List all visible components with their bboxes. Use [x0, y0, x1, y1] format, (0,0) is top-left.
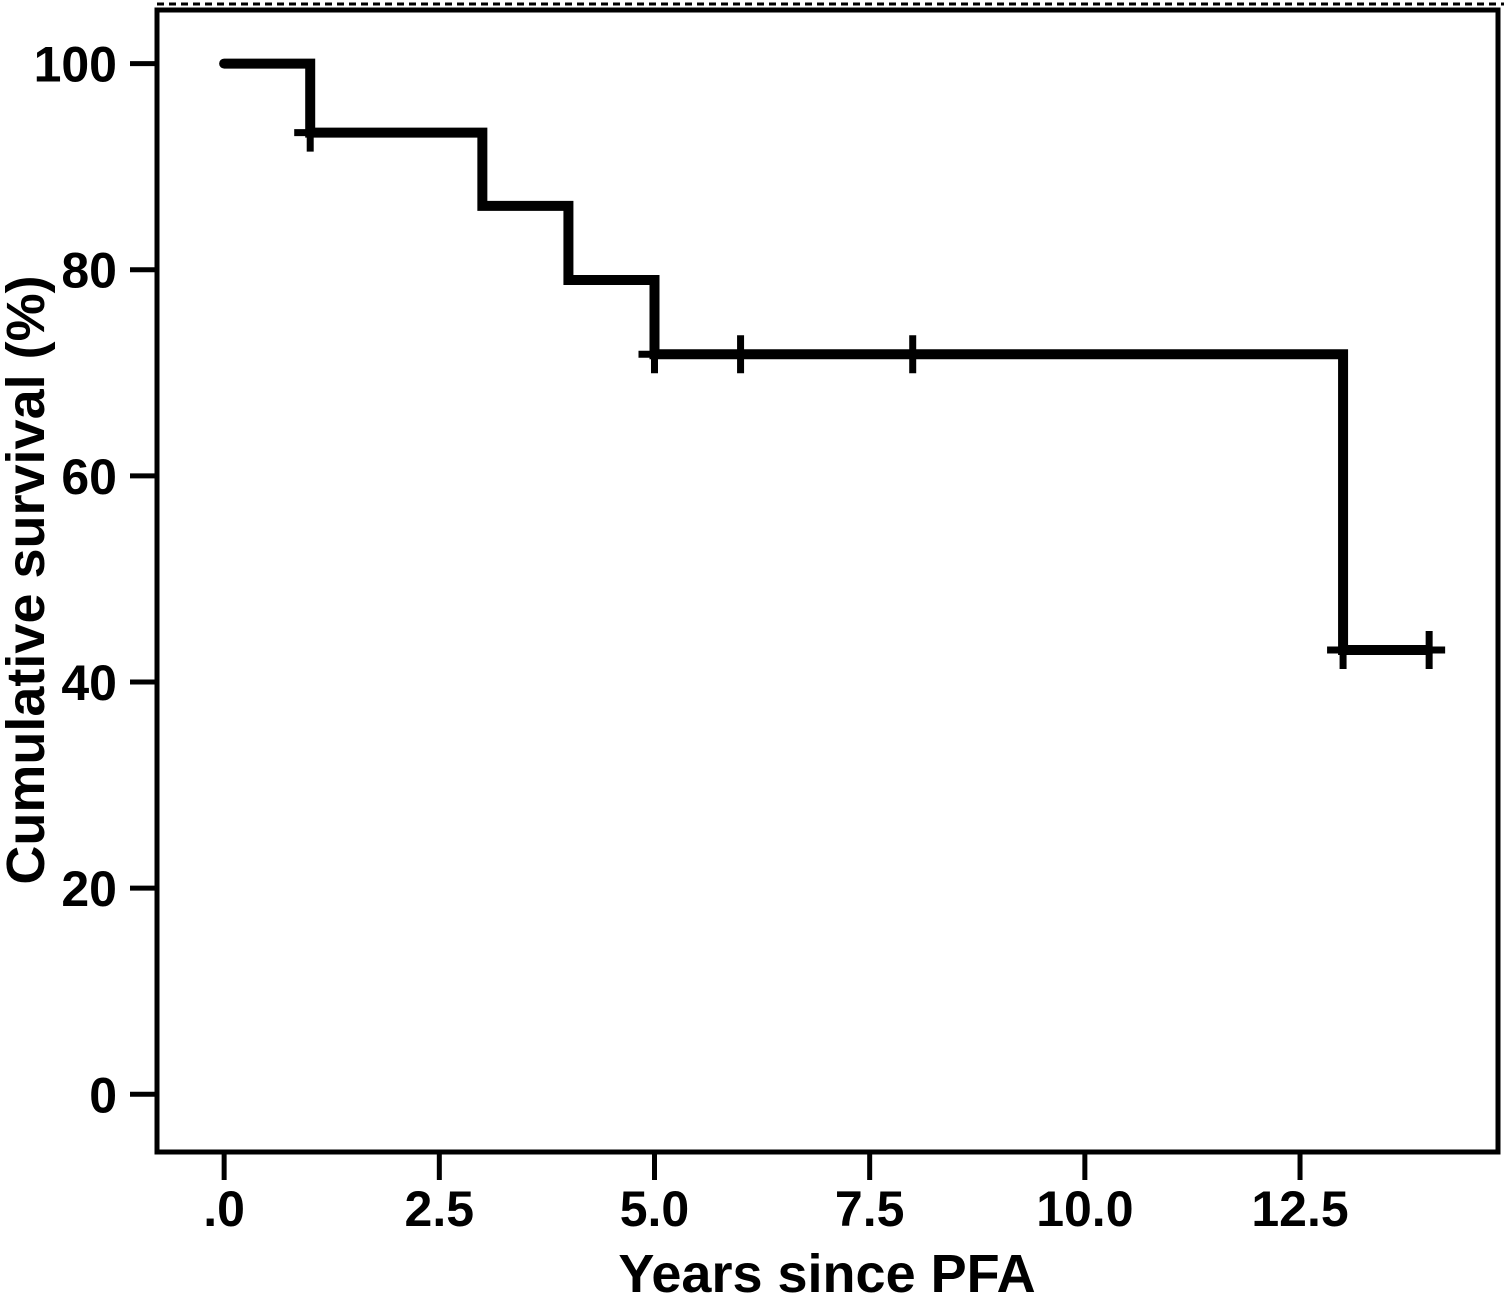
survival-step-path — [219, 58, 1435, 656]
x-tick-label: 7.5 — [835, 1181, 905, 1237]
x-tick-label: 2.5 — [405, 1181, 475, 1237]
censor-mark — [896, 335, 929, 374]
censor-marks — [294, 113, 1446, 670]
plot-frame — [154, 2, 1504, 1155]
y-tick-label: 20 — [61, 861, 117, 917]
y-tick-label: 100 — [34, 37, 117, 93]
censor-mark — [1413, 631, 1446, 670]
x-tick-label: 12.5 — [1251, 1181, 1348, 1237]
survival-curve — [219, 58, 1435, 656]
axis-ticks — [130, 61, 1303, 1180]
tick-labels: 0 20 40 60 80 100 .0 2.5 5.0 7.5 10.0 12.5 — [34, 37, 1349, 1237]
y-tick-label: 0 — [89, 1067, 117, 1123]
censor-mark — [724, 335, 757, 374]
censor-mark — [294, 113, 327, 152]
x-tick-label: 10.0 — [1036, 1181, 1133, 1237]
y-tick-label: 60 — [61, 449, 117, 505]
y-axis-title: Cumulative survival (%) — [0, 275, 56, 884]
y-tick-label: 40 — [61, 655, 117, 711]
censor-mark — [638, 335, 671, 374]
plot-border — [154, 7, 1501, 1155]
x-tick-label: 5.0 — [620, 1181, 690, 1237]
y-tick-label: 80 — [61, 243, 117, 299]
x-axis-title: Years since PFA — [618, 1244, 1035, 1298]
x-tick-label: .0 — [203, 1181, 245, 1237]
censor-mark — [1327, 631, 1360, 670]
